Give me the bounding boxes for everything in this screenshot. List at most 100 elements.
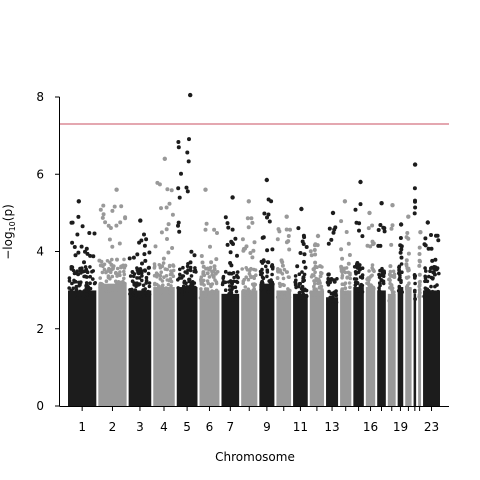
data-point — [405, 276, 409, 280]
data-point — [121, 279, 125, 284]
data-point — [301, 259, 306, 264]
data-point — [391, 269, 396, 274]
data-point — [347, 281, 352, 285]
data-point — [154, 271, 159, 276]
data-point — [431, 276, 435, 280]
data-point — [355, 265, 360, 270]
data-point — [406, 236, 411, 241]
peak-point — [358, 179, 363, 185]
data-point — [91, 254, 96, 259]
data-point — [115, 266, 120, 271]
data-point — [229, 239, 234, 244]
data-point — [279, 258, 284, 263]
data-point — [192, 269, 196, 274]
data-point — [84, 281, 89, 285]
data-point — [144, 275, 149, 280]
data-point — [341, 291, 346, 296]
data-point — [379, 278, 384, 282]
data-point — [85, 292, 89, 297]
data-point — [140, 261, 144, 266]
data-point — [204, 290, 209, 294]
data-point — [214, 288, 219, 293]
data-point — [101, 203, 106, 208]
data-point — [262, 259, 266, 264]
data-point — [240, 237, 245, 242]
data-point — [122, 276, 126, 281]
data-point — [164, 227, 169, 232]
data-point — [288, 227, 292, 232]
chromosome-8-points — [240, 199, 258, 406]
data-point — [342, 266, 347, 271]
data-point — [265, 215, 269, 220]
data-point — [212, 264, 217, 269]
data-point — [398, 243, 403, 248]
data-point — [436, 238, 441, 243]
peak-point — [390, 203, 395, 208]
data-point — [260, 281, 265, 286]
data-point — [109, 262, 114, 267]
data-point — [214, 257, 219, 262]
data-point — [304, 245, 309, 249]
peak-point — [342, 199, 348, 204]
data-point — [287, 247, 292, 252]
data-point — [355, 292, 360, 296]
data-point — [398, 273, 402, 278]
data-point — [84, 274, 88, 279]
data-point — [110, 274, 115, 279]
data-point — [213, 271, 218, 276]
data-point — [213, 278, 217, 282]
data-point — [232, 275, 236, 280]
data-point — [262, 211, 267, 216]
data-point — [371, 268, 376, 272]
data-point — [275, 276, 280, 280]
data-point — [301, 279, 305, 284]
data-point — [435, 266, 440, 271]
data-point — [188, 260, 193, 265]
data-point — [378, 268, 382, 273]
data-point — [271, 282, 275, 287]
peak-point — [330, 210, 336, 216]
data-point — [339, 264, 344, 269]
data-point — [348, 271, 352, 276]
data-point — [220, 282, 225, 287]
data-point — [78, 295, 83, 300]
x-tick-label: 19 — [393, 420, 408, 434]
data-point — [131, 255, 136, 260]
data-point — [192, 293, 197, 297]
data-point — [153, 244, 158, 249]
data-point — [379, 293, 383, 297]
x-tick-label: 9 — [263, 420, 271, 434]
data-point — [399, 247, 404, 252]
data-point — [88, 281, 92, 286]
data-point — [161, 256, 166, 261]
data-point — [231, 271, 236, 275]
data-point — [122, 272, 127, 277]
data-point — [390, 223, 395, 228]
data-point — [285, 292, 290, 296]
data-point — [303, 265, 308, 270]
data-point — [259, 259, 264, 264]
data-point — [406, 266, 411, 271]
data-point — [186, 159, 191, 164]
data-point — [225, 242, 230, 247]
data-point — [431, 270, 436, 275]
data-point — [339, 269, 344, 273]
point-band — [387, 293, 396, 406]
data-point — [300, 284, 305, 289]
data-point — [137, 276, 142, 280]
data-point — [423, 290, 428, 294]
data-point — [142, 252, 147, 257]
data-point — [123, 216, 128, 221]
data-point — [348, 285, 352, 290]
data-point — [84, 287, 89, 291]
data-point — [417, 295, 421, 299]
data-point — [144, 278, 149, 283]
data-point — [405, 231, 410, 235]
data-point — [128, 274, 133, 278]
data-point — [277, 290, 282, 295]
data-point — [88, 274, 92, 279]
data-point — [404, 262, 409, 267]
data-point — [297, 291, 302, 295]
data-point — [417, 284, 422, 289]
data-point — [235, 280, 240, 285]
